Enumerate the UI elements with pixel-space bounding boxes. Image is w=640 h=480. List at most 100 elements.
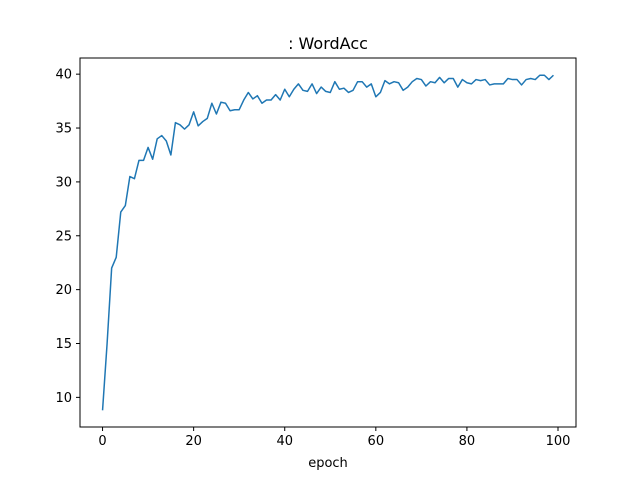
data-point [471,83,473,85]
plot-area [101,74,555,411]
y-tick-label: 25 [55,229,72,244]
data-point [320,86,322,88]
data-point [138,160,140,162]
data-point [202,121,204,123]
data-point [288,96,290,98]
data-point [211,102,213,104]
data-point [166,140,168,142]
data-point [147,147,149,149]
data-point [375,96,377,98]
y-tick-label: 40 [55,68,72,83]
data-point [539,74,541,76]
x-tick-label: 80 [459,434,476,449]
data-point [348,92,350,94]
data-point [170,154,172,156]
y-tick-label: 20 [55,283,72,298]
data-point [252,98,254,100]
data-point [193,111,195,113]
data-point [188,124,190,126]
data-point [393,81,395,83]
data-point [425,85,427,87]
data-point [448,78,450,80]
data-point [175,122,177,124]
data-point [530,78,532,80]
x-axis-label: epoch [308,456,348,471]
data-point [548,79,550,81]
data-point [507,78,509,80]
data-point [512,79,514,81]
data-point [521,84,523,86]
data-point [238,109,240,111]
data-point [179,124,181,126]
data-point [307,91,309,93]
data-point [553,74,555,76]
data-point [416,78,418,80]
y-tick-label: 15 [55,337,72,352]
data-point [516,79,518,81]
data-point [380,92,382,94]
data-point [243,99,245,101]
data-point [134,178,136,180]
data-point [462,79,464,81]
data-point [257,95,259,97]
data-point [293,88,295,90]
data-point [316,93,318,95]
data-point [220,101,222,103]
data-point [161,135,163,137]
x-tick-label: 60 [368,434,385,449]
data-point [111,267,113,269]
data-point [234,109,236,111]
data-point [498,83,500,85]
data-point [156,138,158,140]
data-point [247,92,249,94]
chart-title: : WordAcc [288,34,368,53]
y-tick-label: 10 [55,391,72,406]
data-point [384,80,386,82]
data-point [534,79,536,81]
data-point [352,90,354,92]
data-point [106,343,108,345]
data-point [125,205,127,207]
data-point [402,90,404,92]
x-axis: 0 20 40 60 80 100 [98,427,570,449]
y-tick-label: 35 [55,122,72,137]
series-line [101,74,554,411]
data-point [275,94,277,96]
data-point [120,211,122,213]
data-point [452,78,454,80]
data-point [434,82,436,84]
data-point [357,81,359,83]
x-tick-label: 20 [185,434,202,449]
data-point [480,80,482,82]
x-tick-label: 40 [276,434,293,449]
data-point [229,110,231,112]
data-point [366,86,368,88]
data-point [398,82,400,84]
axes-frame [79,57,577,428]
data-point [389,83,391,85]
data-point [207,118,209,120]
data-point [225,102,227,104]
y-axis: 10 15 20 25 30 35 40 [55,68,80,406]
y-tick-label: 30 [55,175,72,190]
data-point [411,81,413,83]
data-point [475,79,477,81]
data-point [184,128,186,130]
data-point [370,83,372,85]
data-point [544,74,546,76]
data-point [466,82,468,84]
data-point [339,88,341,90]
data-point [311,83,313,85]
data-point [329,92,331,94]
data-point [279,99,281,101]
data-point [525,79,527,81]
data-point [430,81,432,83]
data-point [197,125,199,127]
data-point [261,102,263,104]
data-point [334,81,336,83]
data-point [503,83,505,85]
data-point [143,160,145,162]
data-point [266,99,268,101]
data-point [484,79,486,81]
